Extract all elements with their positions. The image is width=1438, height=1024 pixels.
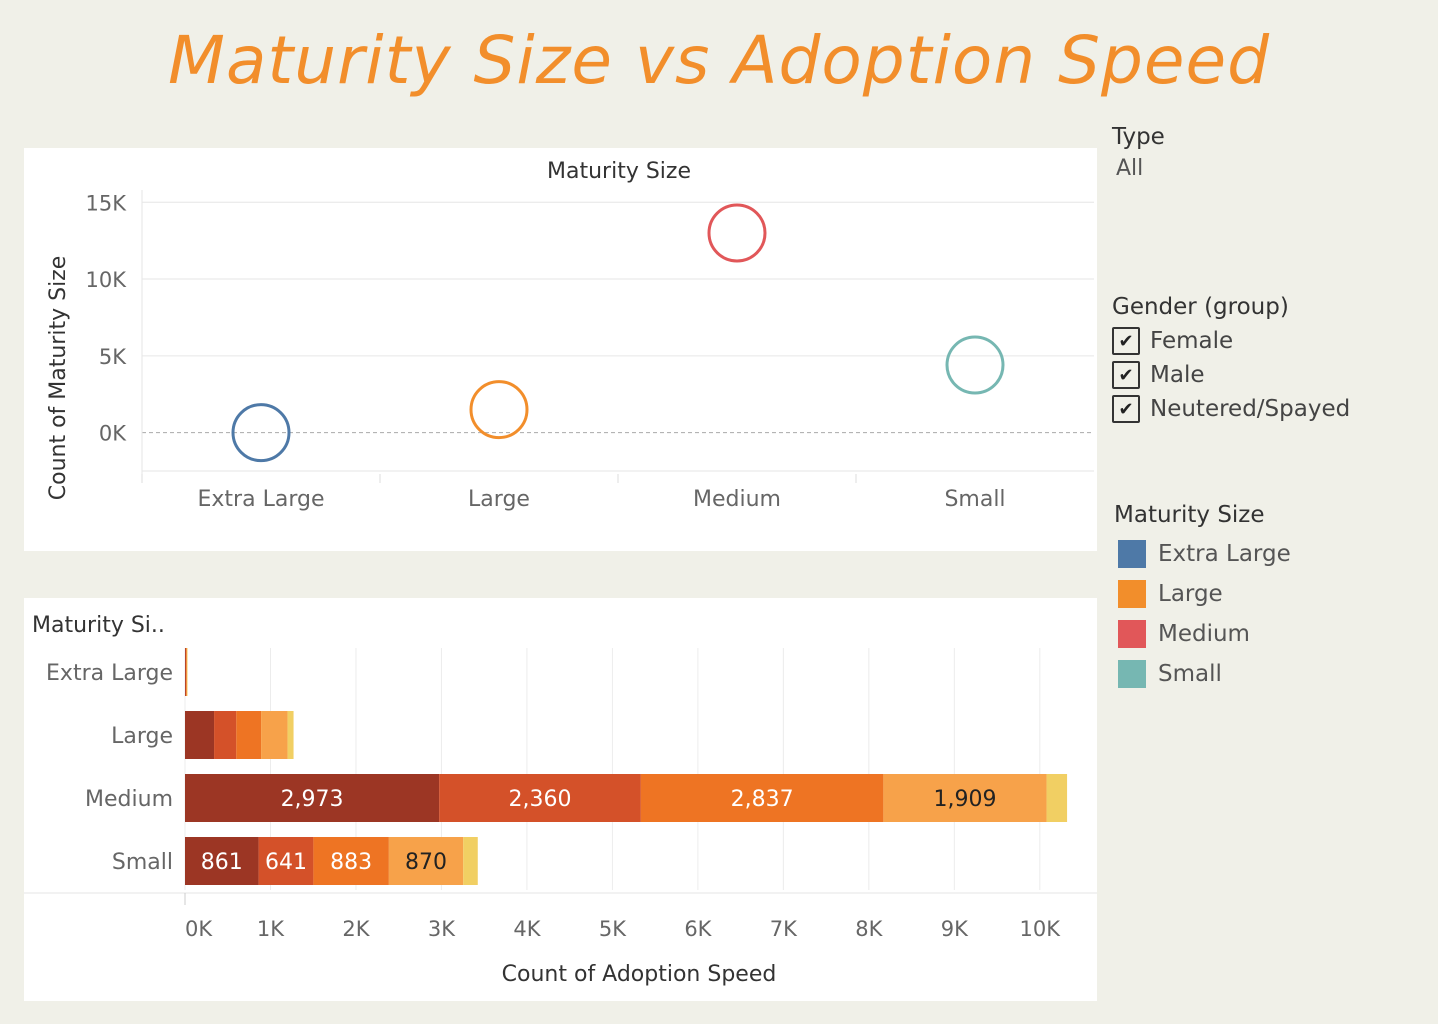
y-category-label: Extra Large (46, 661, 173, 686)
y-tick-label: 15K (86, 191, 128, 215)
y-tick-label: 10K (86, 268, 128, 292)
legend-swatch (1118, 580, 1146, 608)
bar-segment (214, 711, 237, 759)
legend-item-medium[interactable]: Medium (1112, 614, 1432, 654)
legend-swatch (1118, 620, 1146, 648)
x-tick-label: 2K (342, 917, 370, 941)
gender-option-neutered-spayed[interactable]: ✔ Neutered/Spayed (1112, 392, 1432, 426)
y-category-label: Small (112, 850, 173, 875)
scatter-point (469, 380, 529, 440)
scatter-point (945, 335, 1005, 395)
dashboard-title: Maturity Size vs Adoption Speed (168, 22, 1270, 99)
x-tick-label: 3K (428, 917, 456, 941)
x-tick-label: Medium (693, 487, 781, 512)
x-tick-label: Large (468, 487, 530, 512)
bar-segment-label: 2,360 (509, 787, 572, 812)
x-tick-label: 10K (1020, 917, 1062, 941)
bar-segment (185, 837, 259, 885)
x-tick-label: 8K (855, 917, 883, 941)
adoption-speed-bar-panel: Maturity Si.. Count of Adoption Speed 0K… (24, 598, 1097, 1001)
y-tick-label: 0K (99, 422, 127, 446)
bar-segment (185, 648, 187, 696)
checkbox-male[interactable]: ✔ (1112, 361, 1140, 389)
type-filter-value[interactable]: All (1116, 156, 1144, 181)
bar-row-header: Maturity Si.. (32, 613, 165, 638)
legend-item-extra-large[interactable]: Extra Large (1112, 534, 1432, 574)
bar-segment (640, 774, 884, 822)
gender-option-label: Female (1150, 328, 1234, 354)
check-icon: ✔ (1118, 330, 1134, 352)
x-tick-label: 7K (770, 917, 798, 941)
type-filter-title: Type (1112, 124, 1165, 150)
gender-option-female[interactable]: ✔ Female (1112, 324, 1432, 358)
gender-option-label: Male (1150, 362, 1205, 388)
bar-segment-label: 641 (265, 850, 307, 875)
bar-segment-label: 2,973 (281, 787, 344, 812)
adoption-speed-bar-chart: Maturity Si.. Count of Adoption Speed 0K… (24, 613, 1097, 987)
bar-segment-label: 870 (405, 850, 447, 875)
maturity-size-legend: Maturity Size Extra Large Large Medium S… (1112, 502, 1432, 694)
checkbox-neutered-spayed[interactable]: ✔ (1112, 395, 1140, 423)
x-tick-label: 0K (185, 917, 213, 941)
bar-segment (185, 774, 440, 822)
bar-segment (287, 711, 294, 759)
scatter-y-axis-label: Count of Maturity Size (46, 256, 71, 501)
scatter-point (707, 203, 767, 263)
legend-item-small[interactable]: Small (1112, 654, 1432, 694)
x-tick-label: 6K (684, 917, 712, 941)
bar-segment-label: 861 (201, 850, 243, 875)
legend-swatch (1118, 540, 1146, 568)
gender-filter-title: Gender (group) (1112, 294, 1289, 320)
bar-segment (388, 837, 464, 885)
maturity-size-scatter-chart: Maturity Size Count of Maturity Size 0K 5… (46, 159, 1094, 512)
bar-x-axis-label: Count of Adoption Speed (502, 962, 777, 987)
x-tick-label: 1K (257, 917, 285, 941)
legend-title: Maturity Size (1114, 502, 1265, 528)
y-category-label: Medium (85, 787, 173, 812)
gender-option-label: Neutered/Spayed (1150, 396, 1351, 422)
bar-segment (439, 774, 641, 822)
x-tick-label: 5K (599, 917, 627, 941)
legend-label: Large (1158, 581, 1223, 607)
y-category-label: Large (111, 724, 173, 749)
bar-segment (883, 774, 1047, 822)
bar-segment (236, 711, 262, 759)
bar-segment (258, 837, 314, 885)
gender-option-male[interactable]: ✔ Male (1112, 358, 1432, 392)
bar-segment (185, 711, 215, 759)
bar-segment-label: 1,909 (933, 787, 996, 812)
bar-segment (313, 837, 389, 885)
bar-segment (187, 648, 188, 696)
legend-swatch (1118, 660, 1146, 688)
x-tick-label: Extra Large (198, 487, 325, 512)
bar-segment (186, 648, 188, 696)
scatter-point (231, 403, 291, 463)
bar-segment (261, 711, 288, 759)
bar-segment (185, 648, 186, 696)
bar-segment (1046, 774, 1068, 822)
bar-segment-label: 2,837 (731, 787, 794, 812)
x-tick-label: 9K (941, 917, 969, 941)
maturity-size-scatter-panel: Maturity Size Count of Maturity Size 0K 5… (24, 148, 1097, 551)
check-icon: ✔ (1118, 364, 1134, 386)
y-tick-label: 5K (99, 345, 127, 369)
gender-filter: Gender (group) ✔ Female ✔ Male ✔ Neutere… (1112, 294, 1432, 426)
checkbox-female[interactable]: ✔ (1112, 327, 1140, 355)
x-tick-label: Small (944, 487, 1005, 512)
legend-label: Extra Large (1158, 541, 1291, 567)
bar-segment (463, 837, 478, 885)
bar-segment-label: 883 (330, 850, 372, 875)
x-tick-label: 4K (513, 917, 541, 941)
scatter-title: Maturity Size (547, 159, 691, 184)
legend-item-large[interactable]: Large (1112, 574, 1432, 614)
bar-segment (186, 648, 187, 696)
check-icon: ✔ (1118, 398, 1134, 420)
legend-label: Medium (1158, 621, 1250, 647)
legend-label: Small (1158, 661, 1222, 687)
type-filter[interactable]: Type All (1112, 124, 1432, 181)
